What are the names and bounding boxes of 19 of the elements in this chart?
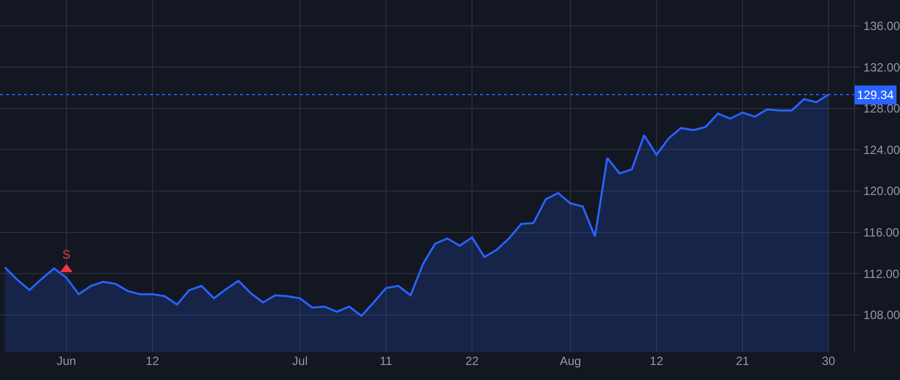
series-label: S bbox=[62, 248, 70, 262]
x-tick-label: Jun bbox=[56, 354, 76, 368]
y-tick-label: 124.00 bbox=[863, 142, 900, 157]
y-tick-label: 116.00 bbox=[863, 225, 900, 240]
x-tick-label: Jul bbox=[292, 354, 308, 368]
x-tick-label: 30 bbox=[822, 354, 836, 368]
y-tick-label: 112.00 bbox=[863, 266, 900, 281]
y-tick-label: 132.00 bbox=[863, 60, 900, 74]
y-tick-label: 120.00 bbox=[863, 184, 900, 198]
x-tick-label: 21 bbox=[736, 354, 750, 368]
y-tick-label: 128.00 bbox=[863, 102, 900, 116]
x-tick-label: Aug bbox=[560, 354, 582, 368]
y-tick-label: 136.00 bbox=[863, 19, 900, 34]
ref-line-label: 129.34 bbox=[857, 88, 894, 102]
x-tick-label: 12 bbox=[650, 354, 664, 368]
x-tick-label: 22 bbox=[465, 354, 480, 368]
y-tick-label: 108.00 bbox=[863, 308, 900, 322]
x-tick-label: 11 bbox=[380, 354, 393, 368]
x-tick-label: 12 bbox=[146, 354, 160, 368]
